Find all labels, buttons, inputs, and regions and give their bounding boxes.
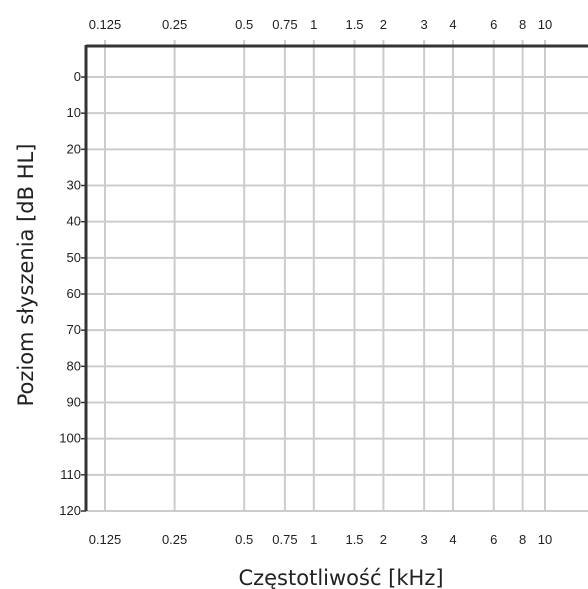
y-tick-label: 80 (67, 358, 81, 373)
x-tick-label-bottom: 10 (538, 532, 552, 547)
y-tick-label: 40 (67, 214, 81, 229)
hearing-level-tick-labels: 0 10 20 30 40 50 60 70 80 90 100 110 120 (59, 69, 81, 518)
x-tick-label-top: 10 (538, 17, 552, 32)
x-tick-label-bottom: 1 (310, 532, 317, 547)
x-tick-label-bottom: 1.5 (345, 532, 363, 547)
y-tick-label: 70 (67, 322, 81, 337)
x-tick-label-top: 0.75 (272, 17, 297, 32)
x-tick-label-bottom: 3 (420, 532, 427, 547)
y-tick-label: 10 (67, 105, 81, 120)
y-tick-label: 120 (59, 503, 81, 518)
x-tick-label-top: 1.5 (345, 17, 363, 32)
y-axis-title: Poziom słyszenia [dB HL] (14, 144, 38, 407)
y-tick-label: 50 (67, 250, 81, 265)
y-tick-label: 100 (59, 431, 81, 446)
x-tick-label-bottom: 8 (519, 532, 526, 547)
x-tick-label-bottom: 6 (490, 532, 497, 547)
y-tick-label: 90 (67, 395, 81, 410)
vertical-gridlines (104, 40, 546, 511)
x-tick-label-top: 4 (449, 17, 456, 32)
x-tick-label-top: 2 (380, 17, 387, 32)
x-tick-label-bottom: 4 (449, 532, 456, 547)
x-tick-label-bottom: 0.125 (89, 532, 122, 547)
x-tick-label-top: 6 (490, 17, 497, 32)
y-tick-label: 60 (67, 286, 81, 301)
x-tick-label-top: 1 (310, 17, 317, 32)
x-tick-label-top: 8 (519, 17, 526, 32)
bottom-frequency-tick-labels: 0.125 0.25 0.5 0.75 1 1.5 2 3 4 6 8 10 (89, 532, 553, 547)
x-tick-label-bottom: 0.5 (235, 532, 253, 547)
y-tick-label: 110 (60, 467, 81, 482)
y-tick-label: 0 (74, 69, 81, 84)
x-axis-title: Częstotliwość [kHz] (238, 566, 443, 589)
top-frequency-tick-labels: 0.125 0.25 0.5 0.75 1 1.5 2 3 4 6 8 10 (89, 17, 553, 32)
x-tick-label-top: 3 (420, 17, 427, 32)
y-tick-label: 30 (67, 178, 81, 193)
x-tick-label-top: 0.25 (162, 17, 187, 32)
horizontal-gridlines (81, 76, 588, 512)
x-tick-label-bottom: 2 (380, 532, 387, 547)
x-tick-label-top: 0.5 (235, 17, 253, 32)
x-tick-label-bottom: 0.75 (272, 532, 297, 547)
x-tick-label-bottom: 0.25 (162, 532, 187, 547)
y-tick-label: 20 (67, 141, 81, 156)
x-tick-label-top: 0.125 (89, 17, 122, 32)
